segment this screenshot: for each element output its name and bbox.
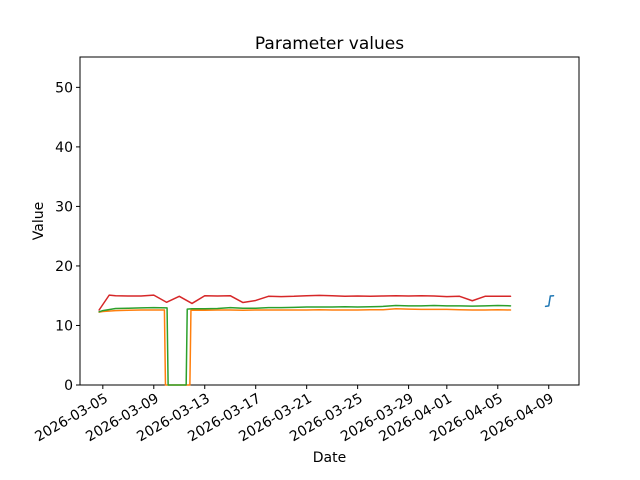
blue-series-line <box>544 294 555 308</box>
red-series-line <box>98 294 512 311</box>
x-axis-label: Date <box>313 450 346 466</box>
orange-series-line <box>98 308 512 386</box>
series-lines <box>98 294 555 386</box>
y-tick-label: 0 <box>64 378 73 394</box>
y-ticks: 0 10 20 30 40 50 <box>55 80 80 394</box>
y-tick-label: 10 <box>55 318 73 334</box>
x-ticks: 2026-03-052026-03-092026-03-132026-03-17… <box>32 385 557 445</box>
y-tick-label: 50 <box>55 80 73 96</box>
y-axis-label: Value <box>31 202 47 240</box>
green-series-line <box>98 304 512 386</box>
y-tick-label: 30 <box>55 199 73 215</box>
y-tick-label: 20 <box>55 259 73 275</box>
chart-title: Parameter values <box>255 34 404 54</box>
y-tick-label: 40 <box>55 140 73 156</box>
plot-area <box>79 56 580 386</box>
